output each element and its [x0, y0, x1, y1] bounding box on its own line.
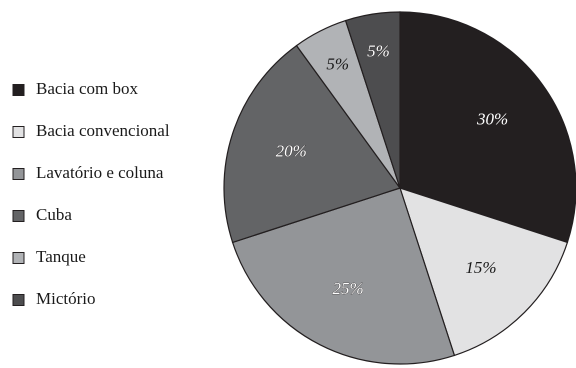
legend-label: Mictório — [36, 289, 96, 308]
pie-slice — [399, 187, 569, 357]
legend-swatch — [12, 84, 25, 96]
legend-swatch — [12, 210, 25, 222]
legend: Bacia com box Bacia convencional Lavatório… — [12, 79, 170, 308]
slice-label: 15% — [465, 258, 496, 277]
legend-label: Tanque — [36, 247, 86, 266]
pie-slice — [223, 44, 401, 244]
slice-label: 25% — [333, 279, 364, 298]
slice-label: 5% — [367, 41, 390, 60]
slice-label: 5% — [326, 55, 349, 74]
pie-slice — [231, 187, 456, 365]
pie-slice — [399, 11, 576, 244]
legend-swatch — [12, 168, 25, 180]
legend-swatch — [12, 294, 25, 306]
legend-swatch — [12, 252, 25, 264]
pie: 30% 15% 25% 20% 5% 5% — [223, 11, 576, 365]
legend-label: Bacia convencional — [36, 121, 170, 140]
slice-label: 30% — [476, 110, 508, 129]
legend-label: Bacia com box — [36, 79, 138, 98]
legend-label: Lavatório e coluna — [36, 163, 164, 182]
pie-slice — [344, 11, 401, 189]
legend-label: Cuba — [36, 205, 72, 224]
legend-swatch — [12, 126, 25, 138]
slice-label: 20% — [276, 142, 307, 161]
